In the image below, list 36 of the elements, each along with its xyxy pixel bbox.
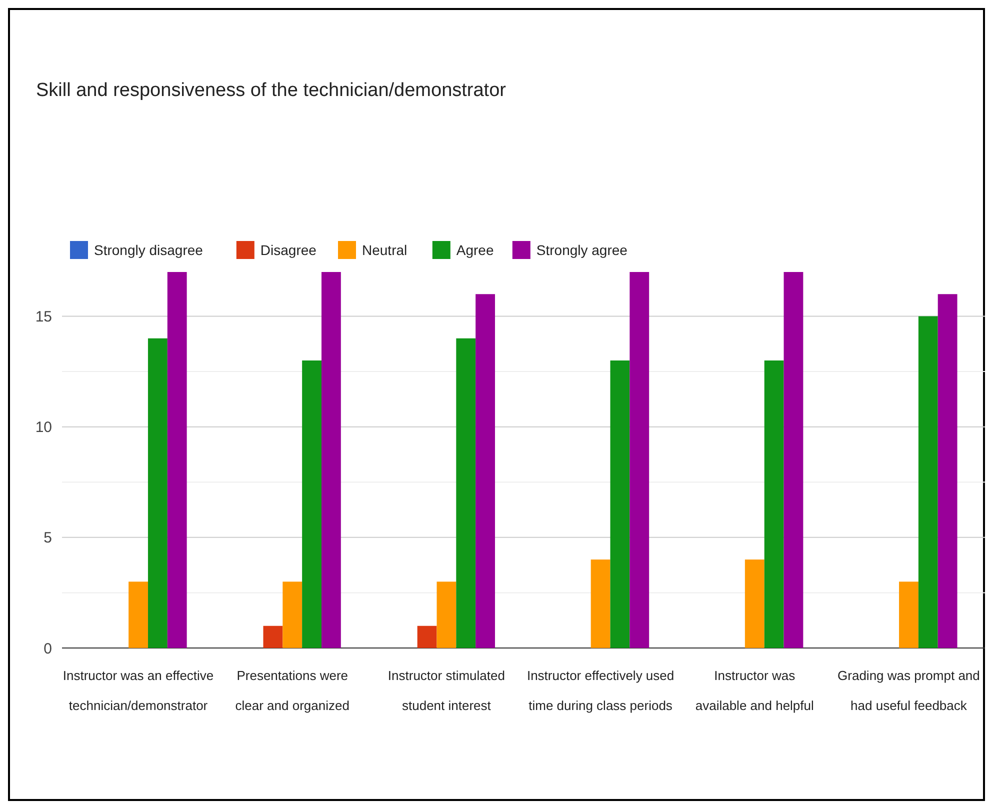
bar xyxy=(899,582,918,648)
x-tick-label: Instructor stimulated student interest xyxy=(388,668,505,713)
legend-label: Neutral xyxy=(362,242,408,258)
legend-label: Disagree xyxy=(260,242,317,258)
bar xyxy=(148,338,168,648)
bar xyxy=(128,582,148,648)
bar xyxy=(744,560,764,648)
bar xyxy=(630,272,650,648)
bar xyxy=(417,626,437,648)
bar xyxy=(476,294,495,648)
y-tick-label: 10 xyxy=(35,419,52,436)
bar xyxy=(918,316,938,648)
bar xyxy=(784,272,804,648)
legend-label: Strongly agree xyxy=(536,242,628,258)
y-tick-label: 5 xyxy=(44,530,52,547)
bar xyxy=(456,338,476,648)
bar xyxy=(590,560,610,648)
x-tick-label: Presentations were clear and organized xyxy=(235,668,350,713)
bar xyxy=(610,360,630,648)
bar xyxy=(282,582,302,648)
bar xyxy=(764,360,784,648)
bar xyxy=(436,582,456,648)
bar xyxy=(302,360,322,648)
bar xyxy=(321,272,341,648)
y-tick-label: 0 xyxy=(44,640,52,658)
x-tick-label: Instructor was an effective technician/demonstrator xyxy=(62,668,214,713)
legend-label: Agree xyxy=(456,242,494,258)
chart-title: Skill and responsiveness of the technician/demonstrator xyxy=(36,80,507,101)
x-tick-label: Instructor was available and helpful xyxy=(695,668,814,713)
bar xyxy=(938,294,958,648)
bar xyxy=(167,272,187,648)
bar xyxy=(263,626,283,648)
x-tick-label: Instructor effectively used time during class periods xyxy=(526,668,674,713)
legend-label: Strongly disagree xyxy=(94,242,204,258)
x-tick-label: Grading was prompt and had useful feedback xyxy=(838,668,980,713)
y-tick-label: 15 xyxy=(35,308,52,326)
